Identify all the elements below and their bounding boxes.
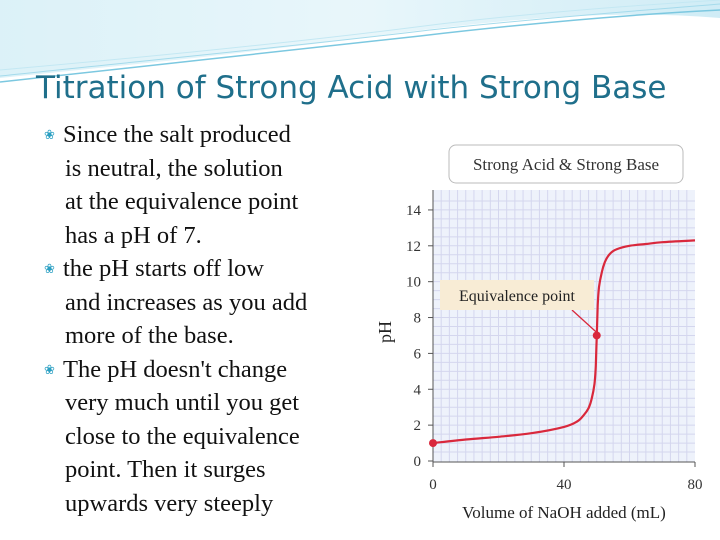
bullet-icon: ❀ <box>44 261 55 276</box>
bullet-list: ❀ Since the salt produced is neutral, the… <box>22 118 367 520</box>
equivalence-point <box>592 331 601 340</box>
x-tick-labels: 0 40 80 <box>429 462 703 493</box>
y-tick-label: 10 <box>406 275 421 291</box>
bullet-text: point. Then it surges <box>65 456 266 483</box>
header-wave-decoration <box>0 0 720 83</box>
y-tick-label: 8 <box>414 311 422 327</box>
callout-pointer <box>571 309 598 333</box>
y-axis-label: pH <box>375 321 395 343</box>
x-tick-label: 40 <box>557 477 572 493</box>
bullet-text: upwards very steeply <box>65 489 274 517</box>
bullet-text: and increases as you add <box>65 288 308 316</box>
x-axis-label: Volume of NaOH added (mL) <box>462 503 666 522</box>
chart-title: Strong Acid & Strong Base <box>473 155 659 174</box>
titration-chart: 0 2 4 6 8 10 12 14 0 40 80 Strong Acid & Strong B… <box>375 144 703 522</box>
bullet-icon: ❀ <box>44 127 55 142</box>
bullet-text: very much until you get <box>65 389 300 416</box>
bullet-text: at the equivalence point <box>65 188 299 215</box>
bullet-text: has a pH of 7. <box>65 221 202 249</box>
bullet-text: close to the equivalence <box>65 422 300 450</box>
start-point <box>429 439 437 448</box>
x-tick-label: 80 <box>688 477 703 493</box>
annotation-box: Equivalence point <box>440 280 594 310</box>
y-tick-label: 4 <box>414 382 422 398</box>
y-tick-label: 6 <box>414 346 422 362</box>
y-tick-label: 0 <box>414 454 422 470</box>
x-tick-label: 0 <box>429 477 437 493</box>
bullet-icon: ❀ <box>44 361 55 377</box>
grid-lines <box>433 190 695 462</box>
bullet-text: The pH doesn't change <box>63 355 288 383</box>
bullet-text: the pH starts off low <box>63 255 264 282</box>
bullet-item: ❀ the pH starts off low and increases as … <box>22 252 367 353</box>
bullet-item: ❀ Since the salt produced is neutral, the… <box>22 118 367 252</box>
bullet-text: is neutral, the solution <box>65 154 283 182</box>
bullet-text: more of the base. <box>65 322 234 349</box>
titration-curve <box>432 239 696 445</box>
chart-title-box: Strong Acid & Strong Base <box>448 144 684 184</box>
y-tick-label: 12 <box>406 239 421 255</box>
y-tick-labels: 0 2 4 6 8 10 12 14 <box>406 203 433 470</box>
bullet-text: Since the salt produced <box>63 121 291 148</box>
bullet-item: ❀ The pH doesn't change very much until y… <box>22 353 367 521</box>
slide-title: Titration of Strong Acid with Strong Bas… <box>36 70 667 106</box>
y-tick-label: 2 <box>414 418 422 434</box>
y-tick-label: 14 <box>406 203 422 219</box>
annotation-label: Equivalence point <box>459 288 576 305</box>
